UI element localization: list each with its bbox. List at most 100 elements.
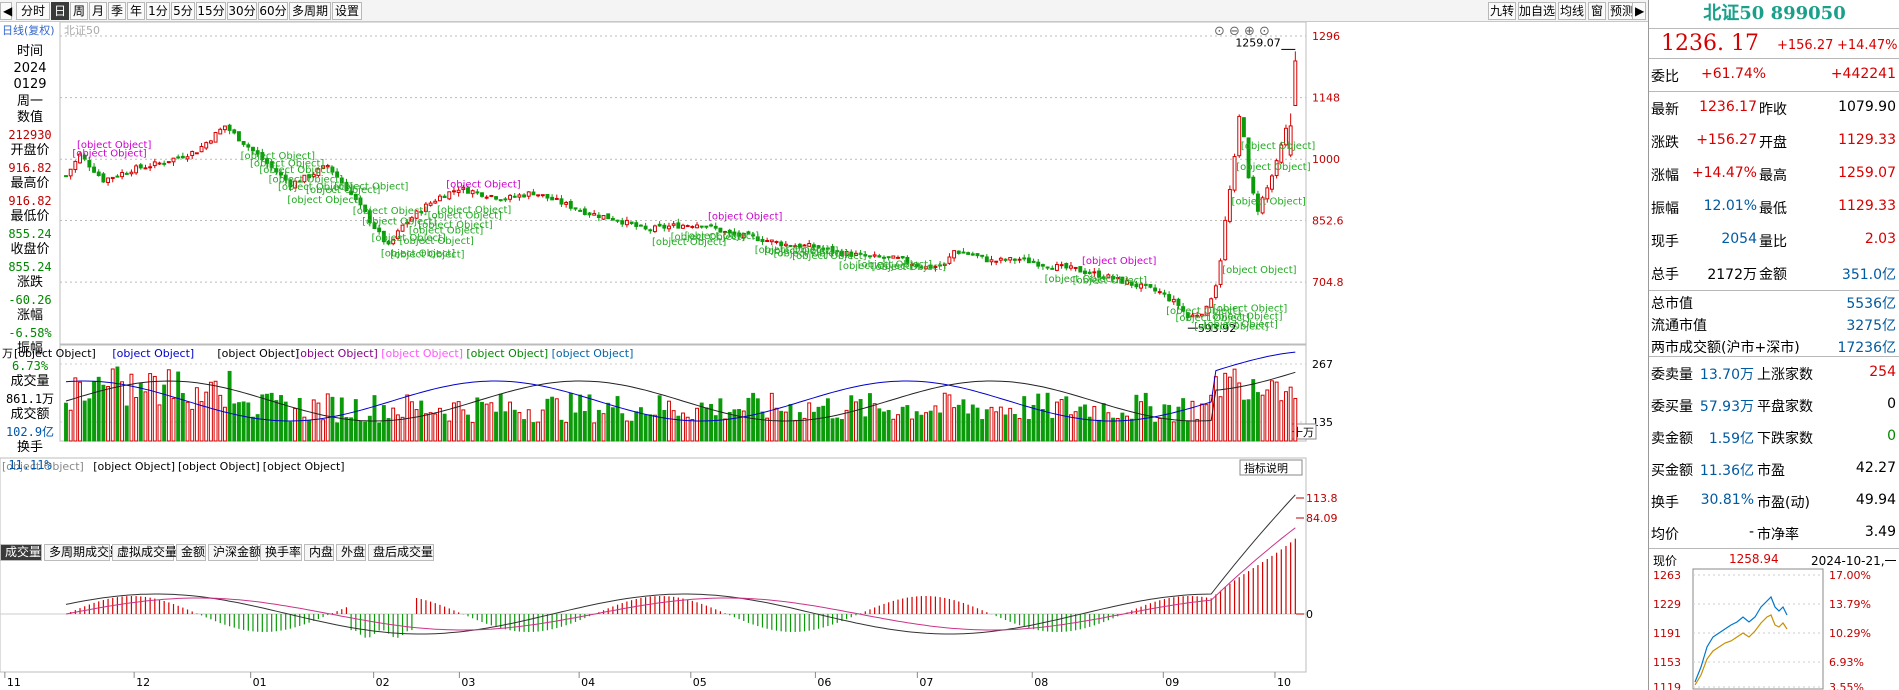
candle-body [1139, 283, 1144, 289]
period-tab-9[interactable]: 30分 [227, 2, 257, 20]
volume-bar [73, 377, 78, 442]
period-tab-1[interactable]: 日 [51, 2, 69, 20]
kline-chart[interactable]: 日线(复权) 北证50 ⊙ ⊖ ⊕ ⊙ 129611481000852.6704.81259… [0, 22, 1648, 690]
candle-body [1251, 176, 1256, 194]
period-tab-4[interactable]: 季 [108, 2, 126, 20]
candle-body [208, 140, 213, 144]
volume-bar [82, 400, 87, 442]
info-value-8: 6.73% [11, 358, 49, 373]
tool-button-3[interactable]: 窗 [1588, 2, 1606, 20]
candle-body [288, 179, 293, 188]
candle-body [531, 191, 536, 196]
period-tab-5[interactable]: 年 [127, 2, 145, 20]
price-axis-tick-2: 1000 [1312, 153, 1340, 166]
indicator-tab-3[interactable]: 金额 [176, 544, 206, 561]
volume-bar [246, 402, 251, 442]
period-toolbar: ◀ 分时日周月季年 1分 5分 15分 30分 60分 多周期 设置 九转 加自选 均线窗预测 ▶ [0, 0, 1648, 22]
quote-label-a-0: 最新 [1651, 102, 1679, 118]
indicator-tab-8[interactable]: 盘后成交量 [368, 544, 434, 561]
nine-turn-green-7: [object Object] [334, 182, 408, 193]
tool-button-0[interactable]: 九转 [1488, 2, 1516, 20]
volume-bar [489, 402, 494, 442]
tool-button-1[interactable]: 加自选 [1518, 2, 1556, 20]
indicator-tab-2[interactable]: 虚拟成交量 [112, 544, 177, 561]
candle-body [1274, 160, 1279, 177]
volume-bar [470, 421, 475, 442]
period-tab-12[interactable]: 设置 [332, 2, 362, 20]
candle-body [582, 208, 587, 215]
indicator-tab-4[interactable]: 沪深金额 [208, 544, 261, 561]
info-label-9: 成交量 [10, 374, 50, 389]
candle-body [1288, 125, 1293, 156]
volume-bar [830, 418, 835, 442]
nine-turn-green-34: [object Object] [1208, 312, 1282, 323]
candle-body [106, 177, 111, 183]
period-tab-7[interactable]: 5分 [171, 2, 195, 20]
candle-body [713, 225, 718, 229]
volume-bar [428, 412, 433, 442]
quote-label-b-2: 最高 [1759, 168, 1787, 184]
volume-bar [900, 406, 905, 442]
candle-body [1064, 262, 1069, 269]
indicator-tab-0[interactable]: 成交量 [0, 544, 42, 561]
mini-date: 2024-10-21,一 [1811, 554, 1897, 568]
info-date-weekday: 周一 [16, 93, 43, 109]
order-row-3: 买金额 11.36亿 市盈 42.27 [1649, 452, 1899, 484]
period-tab-0[interactable]: 分时 [16, 2, 50, 20]
back-arrow-button[interactable]: ◀ [0, 2, 12, 20]
volume-bar [1241, 399, 1246, 442]
weibi-label: 委比 [1651, 69, 1679, 85]
info-value-9: 861.1万 [5, 391, 55, 406]
market-row-2: 两市成交额(沪市+深市) 17236亿 [1649, 334, 1899, 356]
period-tab-2[interactable]: 周 [70, 2, 88, 20]
candle-body [853, 252, 858, 257]
candle-body [321, 165, 326, 169]
order-value-a-3: 11.36亿 [1699, 463, 1754, 479]
info-value-2: 916.82 [8, 160, 52, 175]
volume-bar [92, 381, 96, 442]
order-label-b-5: 市净率 [1757, 527, 1799, 543]
period-tab-8[interactable]: 15分 [196, 2, 226, 20]
chart-index-name: 北证50 [64, 24, 100, 37]
candle-body [559, 198, 564, 205]
candle-body [134, 165, 139, 174]
market-row-0: 总市值 5536亿 [1649, 290, 1899, 312]
indicator-tab-5[interactable]: 换手率 [260, 544, 302, 561]
indicator-tab-1[interactable]: 多周期成交量 [44, 544, 121, 561]
volume-bar [1134, 394, 1139, 442]
candle-body [316, 168, 321, 176]
candle-body [1241, 117, 1246, 138]
nine-turn-green-37: [object Object] [1232, 196, 1306, 207]
volume-bar [596, 409, 601, 442]
volume-bar [928, 410, 933, 442]
volume-bar [1176, 406, 1181, 442]
candle-body [1176, 298, 1181, 306]
indicator-tab-7[interactable]: 外盘 [336, 544, 366, 561]
volume-bar [1054, 401, 1059, 442]
period-tab-3[interactable]: 月 [89, 2, 107, 20]
volume-bar [311, 399, 316, 442]
volume-bar [989, 406, 994, 442]
candle-body [1260, 197, 1265, 214]
volume-bar [475, 397, 480, 442]
tool-button-2[interactable]: 均线 [1558, 2, 1586, 20]
volume-bar [1008, 407, 1013, 442]
candlesticks [64, 51, 1298, 321]
volume-bar [1143, 392, 1148, 442]
period-tab-6[interactable]: 1分 [146, 2, 170, 20]
forward-arrow-button[interactable]: ▶ [1632, 2, 1646, 20]
nine-turn-green-8: [object Object] [353, 206, 427, 217]
volume-bar [592, 422, 597, 442]
candle-body [933, 266, 938, 269]
period-tab-11[interactable]: 多周期 [289, 2, 331, 20]
intraday-mini-chart[interactable]: 现价 1258.94 2024-10-21,一 1263 1229 1191 1153… [1649, 549, 1899, 690]
period-tab-10[interactable]: 60分 [258, 2, 288, 20]
volume-bar [858, 399, 863, 442]
volume-bar [615, 396, 620, 442]
candle-body [251, 146, 255, 152]
candle-body [1162, 292, 1167, 295]
indicator-tab-6[interactable]: 内盘 [304, 544, 334, 561]
candle-body [723, 231, 728, 234]
order-label-a-2: 卖金额 [1651, 431, 1693, 447]
volume-bar [260, 394, 265, 442]
